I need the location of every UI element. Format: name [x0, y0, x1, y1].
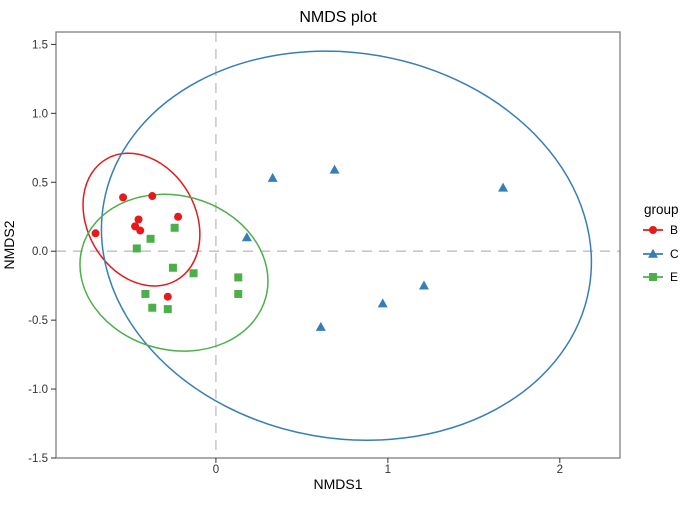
- panel-border: [55, 31, 621, 459]
- y-tick-label: -1.0: [28, 384, 48, 396]
- legend-item-C: C: [643, 247, 679, 261]
- point-B: [148, 192, 157, 201]
- x-axis-title: NMDS1: [313, 476, 362, 492]
- y-axis-title: NMDS2: [1, 220, 17, 269]
- point-B: [119, 193, 128, 202]
- point-E: [170, 223, 179, 232]
- legend-item-label: E: [670, 270, 678, 284]
- x-tick-label: 2: [557, 464, 563, 476]
- ellipse-C: [100, 50, 593, 442]
- point-C: [377, 298, 388, 308]
- point-E: [234, 273, 243, 282]
- plot-marks: [56, 32, 620, 458]
- point-E: [146, 234, 155, 243]
- y-tick-label: 0.0: [32, 246, 48, 258]
- legend-item-label: C: [670, 247, 679, 261]
- legend-item-E: E: [643, 270, 678, 284]
- legend-circle-icon: [649, 226, 657, 234]
- x-tick-label: 1: [385, 464, 391, 476]
- point-E: [148, 303, 157, 312]
- point-C: [329, 164, 340, 174]
- point-E: [132, 244, 141, 253]
- plot-panel: [56, 32, 620, 458]
- point-E: [163, 305, 172, 314]
- y-tick-label: 1.0: [32, 108, 48, 120]
- axes-layer: 0 1 2 1.5 1.0 0.5 0.0 -0.5 -1.0 -1.5: [28, 39, 563, 476]
- point-B: [163, 292, 172, 301]
- x-tick-label: 0: [213, 464, 219, 476]
- legend: group BCE: [643, 202, 679, 284]
- point-E: [189, 269, 198, 278]
- ellipse-E: [79, 193, 269, 352]
- y-tick-label: 1.5: [32, 39, 48, 51]
- point-E: [141, 289, 150, 298]
- legend-triangle-icon: [648, 248, 658, 258]
- point-C: [267, 172, 278, 182]
- point-E: [168, 263, 177, 272]
- point-B: [174, 212, 183, 221]
- legend-item-B: B: [643, 223, 678, 237]
- point-B: [91, 229, 100, 238]
- point-C: [241, 232, 252, 242]
- point-C: [315, 321, 326, 331]
- point-B: [136, 226, 145, 235]
- y-tick-label: 0.5: [32, 177, 48, 189]
- y-tick-label: -1.5: [28, 453, 48, 465]
- point-E: [234, 289, 243, 298]
- point-C: [498, 182, 509, 192]
- legend-title: group: [644, 202, 679, 217]
- chart-title: NMDS plot: [299, 9, 377, 26]
- point-C: [418, 280, 429, 290]
- legend-entries: BCE: [643, 223, 679, 284]
- point-B: [134, 215, 143, 224]
- legend-item-label: B: [670, 223, 678, 237]
- y-tick-label: -0.5: [28, 315, 48, 327]
- ellipse-B: [82, 152, 201, 287]
- legend-square-icon: [649, 273, 657, 281]
